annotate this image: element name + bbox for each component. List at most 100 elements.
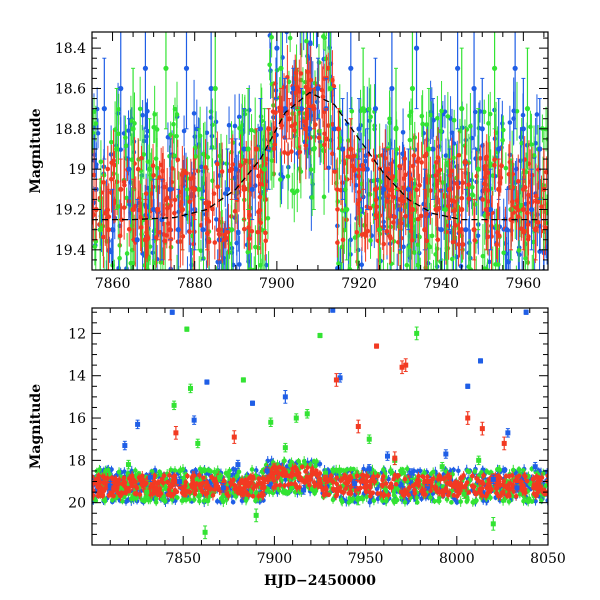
data-point bbox=[238, 163, 243, 169]
data-point bbox=[348, 65, 354, 71]
data-point bbox=[400, 130, 406, 135]
data-point bbox=[196, 186, 202, 192]
x-tick-label: 7860 bbox=[95, 276, 131, 292]
data-point bbox=[191, 111, 197, 116]
data-point bbox=[403, 214, 409, 219]
data-point bbox=[503, 165, 509, 171]
data-point bbox=[142, 263, 148, 268]
data-point bbox=[397, 163, 402, 169]
data-point bbox=[307, 87, 313, 92]
data-point bbox=[501, 250, 506, 256]
data-point bbox=[387, 116, 392, 122]
data-point bbox=[539, 204, 544, 209]
data-point bbox=[337, 139, 343, 144]
data-point bbox=[488, 223, 494, 229]
data-point bbox=[303, 126, 309, 132]
data-point bbox=[409, 206, 416, 213]
data-point bbox=[348, 237, 353, 243]
data-point bbox=[114, 146, 120, 152]
data-point bbox=[294, 85, 301, 92]
data-point bbox=[247, 212, 252, 218]
data-point bbox=[491, 65, 498, 71]
data-point bbox=[391, 489, 397, 495]
data-point bbox=[200, 227, 206, 233]
data-point bbox=[151, 124, 157, 130]
data-point bbox=[245, 249, 251, 255]
data-point bbox=[298, 71, 304, 76]
model-curve bbox=[92, 91, 548, 221]
data-point bbox=[533, 193, 539, 199]
data-point bbox=[123, 143, 129, 149]
data-point bbox=[97, 227, 103, 233]
data-point bbox=[330, 77, 335, 83]
data-point bbox=[308, 41, 313, 47]
data-point bbox=[278, 106, 284, 112]
data-point bbox=[422, 227, 428, 233]
data-point bbox=[487, 206, 494, 213]
data-point bbox=[366, 106, 372, 112]
data-point bbox=[181, 128, 187, 134]
data-point bbox=[236, 114, 242, 120]
data-point bbox=[142, 65, 149, 71]
data-point bbox=[401, 244, 406, 250]
data-point bbox=[339, 146, 346, 152]
data-point bbox=[433, 173, 439, 178]
data-point bbox=[442, 206, 448, 213]
data-point bbox=[524, 210, 530, 216]
data-point bbox=[108, 152, 114, 157]
data-point bbox=[233, 166, 239, 172]
data-point bbox=[390, 174, 396, 179]
data-point bbox=[131, 260, 136, 266]
data-point bbox=[154, 127, 160, 132]
data-point bbox=[352, 166, 357, 172]
data-point bbox=[384, 199, 390, 204]
data-point bbox=[514, 108, 520, 114]
data-point bbox=[258, 220, 264, 226]
data-point bbox=[241, 146, 247, 152]
data-point bbox=[205, 498, 211, 504]
data-point bbox=[512, 65, 518, 71]
data-point bbox=[493, 262, 498, 267]
data-point bbox=[522, 185, 528, 190]
data-point bbox=[272, 142, 278, 147]
data-point bbox=[531, 239, 536, 245]
data-point bbox=[158, 260, 164, 265]
data-point bbox=[348, 146, 354, 152]
data-point bbox=[208, 85, 214, 92]
data-point bbox=[323, 136, 329, 142]
y-tick-label: 18.8 bbox=[55, 122, 86, 138]
data-point bbox=[311, 106, 317, 112]
data-point bbox=[269, 158, 275, 163]
data-point bbox=[443, 153, 449, 158]
data-point bbox=[404, 262, 410, 268]
series-2-points bbox=[93, 67, 547, 270]
data-point bbox=[192, 186, 198, 192]
data-point bbox=[415, 262, 421, 268]
data-point bbox=[315, 85, 321, 92]
data-point bbox=[433, 252, 438, 257]
data-point bbox=[171, 153, 177, 158]
data-point bbox=[360, 166, 366, 172]
data-point bbox=[184, 187, 190, 192]
data-point bbox=[507, 120, 513, 125]
data-point bbox=[480, 253, 486, 259]
data-point bbox=[308, 167, 314, 172]
data-point bbox=[385, 166, 391, 172]
data-point bbox=[151, 206, 157, 213]
data-point bbox=[368, 238, 373, 243]
data-point bbox=[496, 467, 502, 472]
data-point bbox=[194, 126, 200, 132]
data-point bbox=[356, 173, 361, 179]
data-point bbox=[210, 206, 215, 212]
data-point bbox=[271, 146, 277, 152]
data-point bbox=[204, 206, 210, 213]
data-point bbox=[179, 498, 185, 503]
data-point bbox=[371, 498, 377, 503]
data-point bbox=[495, 230, 500, 235]
data-point bbox=[524, 106, 531, 112]
data-point bbox=[274, 45, 280, 51]
data-point bbox=[187, 199, 192, 205]
data-point bbox=[500, 137, 505, 143]
data-point bbox=[459, 206, 465, 213]
y-tick-label: 19 bbox=[68, 162, 86, 178]
